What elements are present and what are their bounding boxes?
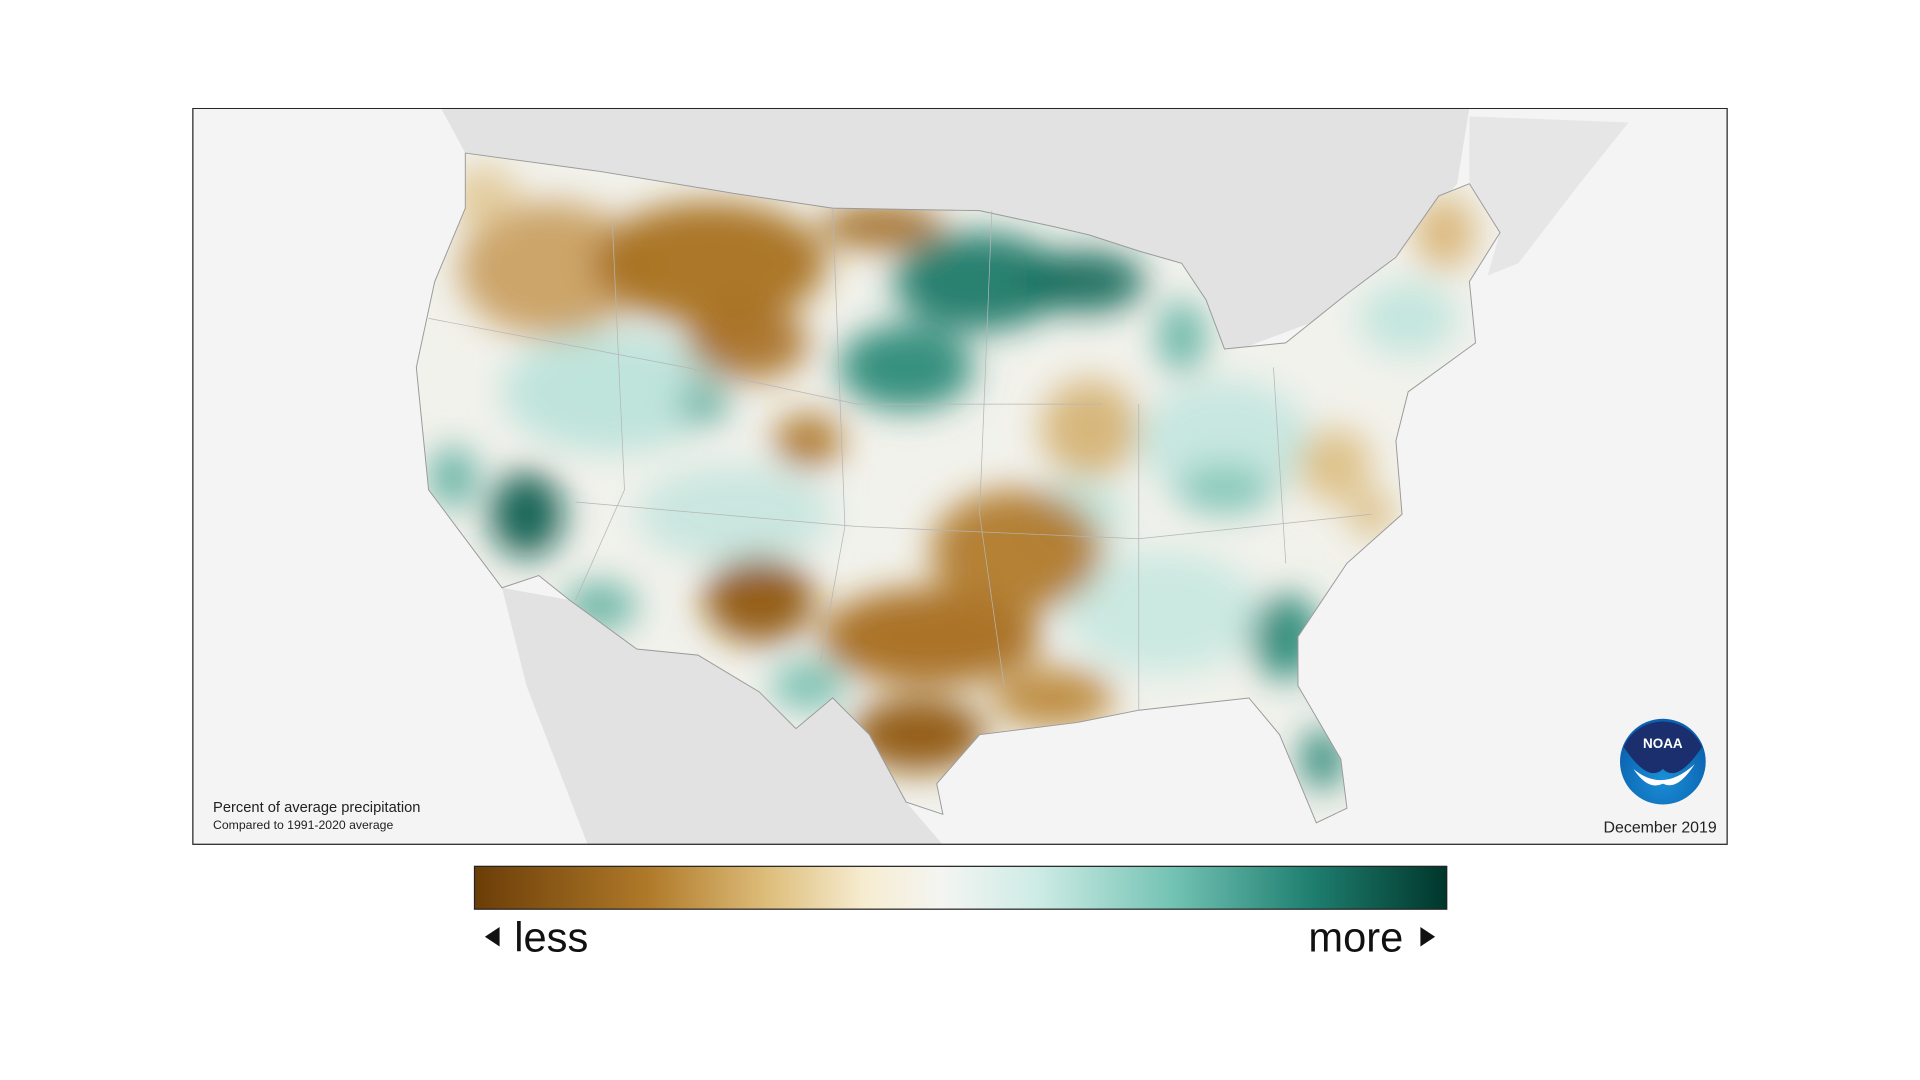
anomaly-blob bbox=[1157, 300, 1207, 374]
anomaly-blob bbox=[636, 465, 833, 564]
precip-anomalies bbox=[428, 165, 1476, 790]
legend-low: less bbox=[514, 913, 588, 960]
period-label: December 2019 bbox=[1604, 820, 1717, 837]
map-frame bbox=[192, 107, 1728, 845]
anomaly-blob bbox=[685, 306, 809, 380]
anomaly-blob bbox=[1414, 195, 1476, 270]
less-arrow bbox=[484, 926, 500, 947]
anomaly-blob bbox=[893, 232, 1066, 331]
anomaly-blob bbox=[459, 202, 643, 337]
anomaly-blob bbox=[771, 661, 845, 711]
anomaly-blob bbox=[1040, 379, 1139, 478]
anomaly-blob bbox=[838, 324, 974, 411]
anomaly-blob bbox=[1138, 379, 1311, 503]
anomaly-blob bbox=[704, 557, 815, 643]
anomaly-blob bbox=[489, 471, 564, 558]
anomaly-blob bbox=[1175, 465, 1274, 515]
caption-subtitle: Compared to 1991-2020 average bbox=[213, 818, 393, 832]
logo-text: NOAA bbox=[1643, 736, 1683, 751]
maritimes-land bbox=[1469, 116, 1629, 276]
noaa-logo: NOAA bbox=[1620, 718, 1706, 805]
more-arrow bbox=[1420, 926, 1436, 947]
us-outline bbox=[415, 152, 1501, 824]
anomaly-blob bbox=[773, 413, 843, 468]
anomaly-blob bbox=[820, 587, 1041, 686]
anomaly-blob bbox=[851, 697, 986, 772]
map-area bbox=[192, 107, 1728, 845]
mexico-land bbox=[502, 587, 943, 845]
caption-title: Percent of average precipitation bbox=[213, 800, 420, 816]
anomaly-blob bbox=[593, 202, 827, 325]
anomaly-blob bbox=[1065, 551, 1262, 674]
legend-high: more bbox=[1308, 913, 1403, 960]
anomaly-blob bbox=[930, 489, 1103, 613]
anomaly-blob bbox=[820, 204, 943, 249]
anomaly-blob bbox=[991, 667, 1115, 729]
anomaly-blob bbox=[502, 330, 723, 454]
anomaly-blob bbox=[1022, 251, 1145, 313]
logo-top bbox=[1623, 721, 1703, 774]
anomaly-blob bbox=[679, 385, 729, 423]
anomaly-blob bbox=[1359, 281, 1458, 356]
color-bar bbox=[473, 865, 1448, 910]
state-lines bbox=[428, 208, 1372, 711]
logo-bird bbox=[1633, 764, 1695, 786]
anomaly-blob bbox=[449, 165, 518, 227]
canada-land bbox=[440, 107, 1470, 356]
anomaly-blob bbox=[428, 446, 478, 509]
anomaly-blob bbox=[1297, 428, 1372, 503]
